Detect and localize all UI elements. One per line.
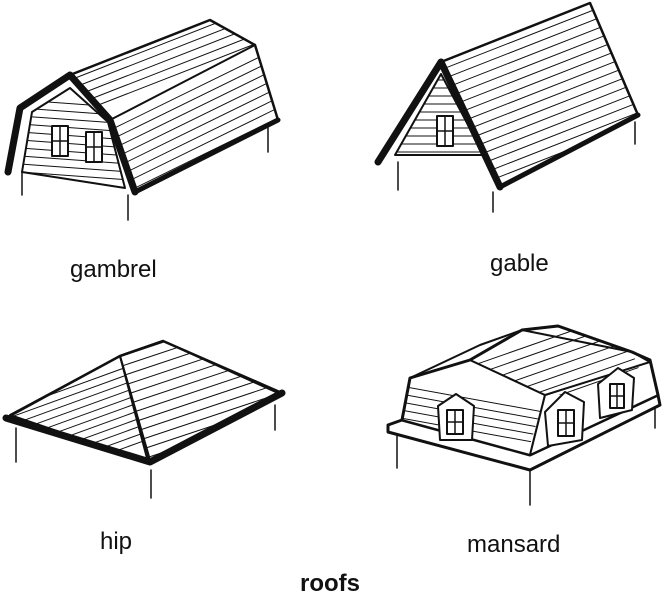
label-mansard: mansard bbox=[467, 531, 561, 558]
gable-roof-illustration bbox=[374, 1, 641, 213]
hip-roof-illustration bbox=[2, 339, 286, 499]
dormer-right bbox=[597, 367, 635, 419]
dormer-middle bbox=[544, 391, 585, 447]
gambrel-roof-illustration bbox=[4, 18, 281, 221]
label-gable: gable bbox=[490, 250, 549, 277]
diagram-caption: roofs bbox=[300, 570, 360, 597]
mansard-roof-illustration bbox=[386, 324, 662, 506]
label-hip: hip bbox=[100, 528, 133, 555]
dormer-left bbox=[437, 393, 475, 441]
label-gambrel: gambrel bbox=[70, 256, 157, 283]
